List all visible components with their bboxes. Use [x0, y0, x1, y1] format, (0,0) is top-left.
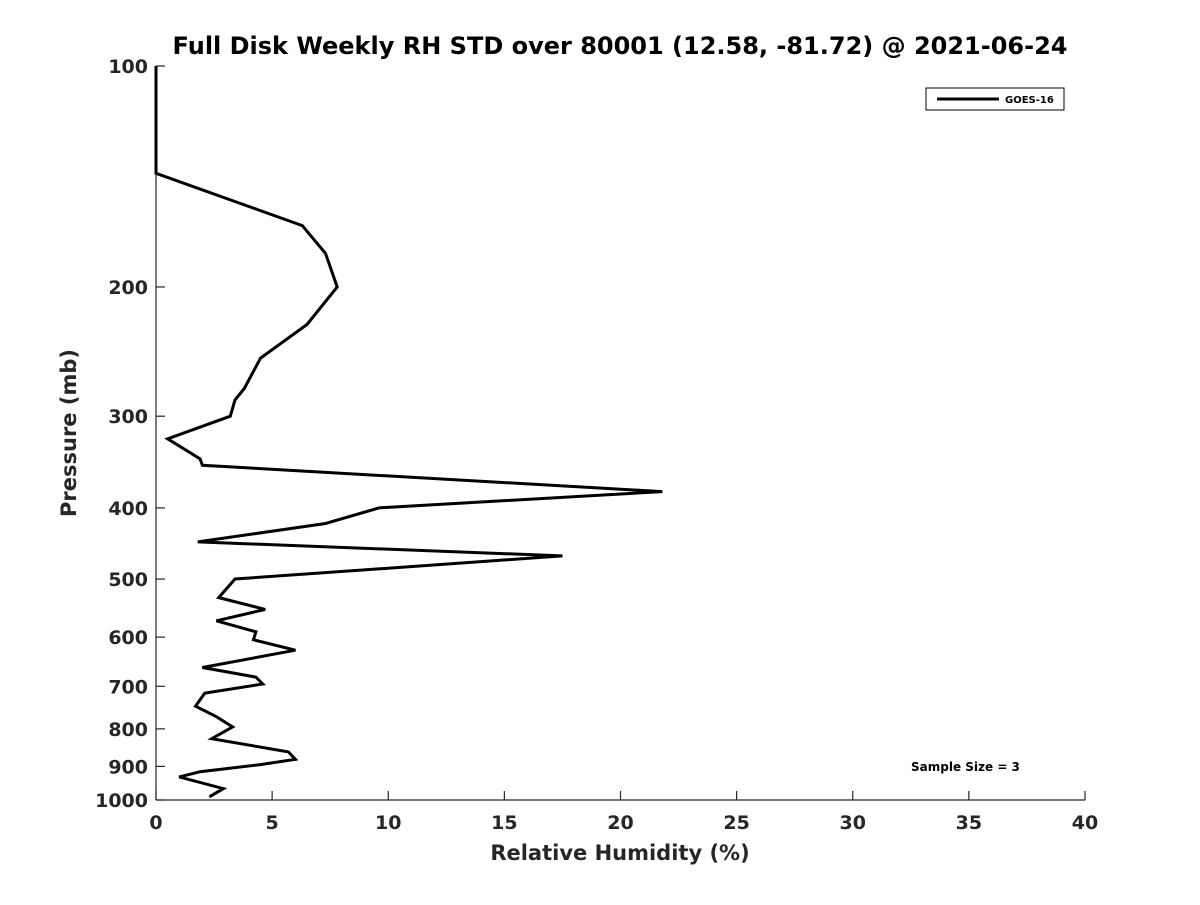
x-tick-label: 10 — [375, 812, 401, 834]
y-tick-label: 900 — [108, 756, 148, 778]
x-tick-label: 5 — [266, 812, 279, 834]
x-axis-ticks: 0 5 10 15 20 25 30 35 40 — [149, 791, 1098, 834]
x-tick-label: 15 — [491, 812, 517, 834]
x-tick-label: 20 — [607, 812, 633, 834]
y-tick-label: 800 — [108, 719, 148, 741]
x-tick-label: 25 — [723, 812, 749, 834]
x-tick-label: 35 — [956, 812, 982, 834]
y-tick-label: 600 — [108, 627, 148, 649]
y-axis-label: Pressure (mb) — [57, 349, 81, 517]
x-axis-label: Relative Humidity (%) — [490, 841, 749, 865]
x-tick-label: 0 — [149, 812, 162, 834]
sample-size-annotation: Sample Size = 3 — [911, 760, 1020, 774]
y-tick-label: 100 — [108, 56, 148, 78]
y-tick-label: 700 — [108, 676, 148, 698]
y-axis-ticks: 100 200 300 400 500 600 700 800 900 1000 — [95, 56, 165, 812]
y-tick-label: 500 — [108, 569, 148, 591]
x-tick-label: 40 — [1072, 812, 1098, 834]
legend-label: GOES-16 — [1005, 95, 1054, 106]
y-tick-label: 200 — [108, 277, 148, 299]
y-tick-label: 400 — [108, 498, 148, 520]
series-layer — [154, 66, 663, 799]
axes — [155, 66, 1085, 801]
x-tick-label: 30 — [840, 812, 866, 834]
y-tick-label: 300 — [108, 406, 148, 428]
y-tick-label: 1000 — [95, 790, 148, 812]
chart-title: Full Disk Weekly RH STD over 80001 (12.5… — [173, 32, 1068, 60]
series-line-goes-16 — [154, 66, 663, 799]
legend: GOES-16 — [925, 87, 1065, 111]
